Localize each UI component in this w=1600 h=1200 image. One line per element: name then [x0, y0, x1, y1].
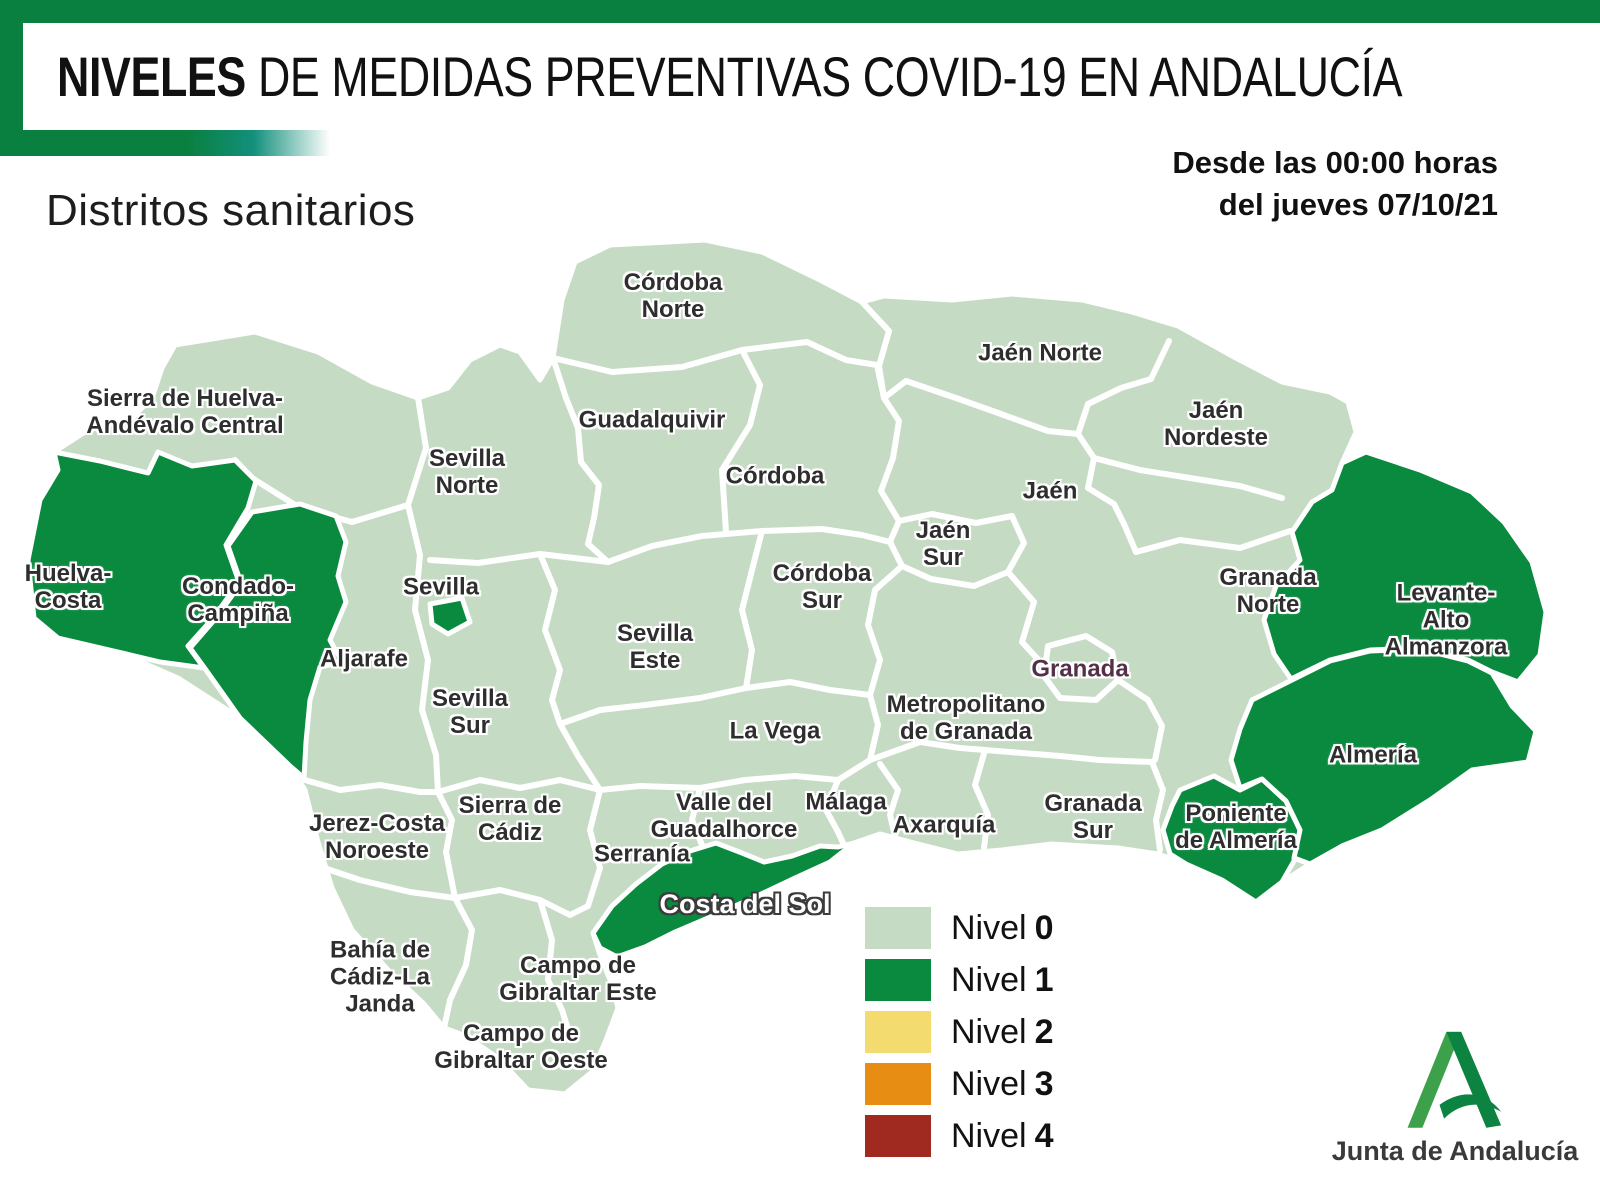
legend-label: Nivel 1 — [951, 960, 1054, 999]
legend-color-swatch — [865, 1063, 931, 1105]
nivel1-districts — [25, 449, 1549, 960]
map-district-sevilla-city — [427, 595, 473, 637]
legend-row: Nivel 3 — [865, 1058, 1054, 1110]
page-title: NIVELES DE MEDIDAS PREVENTIVAS COVID-19 … — [57, 44, 1403, 109]
map-district-condado-campina — [187, 501, 349, 781]
junta-de-andalucia-logo: Junta de Andalucía — [1330, 1025, 1580, 1167]
legend-row: Nivel 4 — [865, 1110, 1054, 1162]
header-gradient-bar — [23, 130, 343, 156]
legend-color-swatch — [865, 1115, 931, 1157]
legend-label: Nivel 3 — [951, 1064, 1054, 1103]
effective-date-line1: Desde las 00:00 horas — [1172, 145, 1498, 180]
map-district-levante-alto-almanzora — [1261, 449, 1549, 685]
legend-row: Nivel 2 — [865, 1006, 1054, 1058]
legend-row: Nivel 1 — [865, 954, 1054, 1006]
legend-label: Nivel 2 — [951, 1012, 1054, 1051]
header-top-strip — [0, 0, 1600, 23]
header-title-box: NIVELES DE MEDIDAS PREVENTIVAS COVID-19 … — [23, 23, 1600, 130]
page-title-strong: NIVELES — [57, 45, 246, 108]
district-borders — [232, 299, 1293, 1039]
effective-date-line2: del jueves 07/10/21 — [1218, 187, 1498, 222]
map-district-costa-del-sol — [590, 840, 857, 960]
subtitle: Distritos sanitarios — [46, 186, 416, 235]
junta-logo-a-icon — [1407, 1031, 1501, 1128]
page-title-rest: DE MEDIDAS PREVENTIVAS COVID-19 EN ANDAL… — [245, 45, 1403, 108]
legend-label: Nivel 0 — [951, 908, 1054, 947]
effective-date: Desde las 00:00 horas del jueves 07/10/2… — [1172, 142, 1498, 226]
legend-label: Nivel 4 — [951, 1116, 1054, 1155]
header-left-strip — [0, 0, 23, 156]
granada-city-ring — [1041, 633, 1121, 703]
legend-color-swatch — [865, 907, 931, 949]
legend-color-swatch — [865, 1011, 931, 1053]
junta-logo-text: Junta de Andalucía — [1331, 1136, 1579, 1166]
legend-color-swatch — [865, 959, 931, 1001]
legend: Nivel 0 Nivel 1 Nivel 2 Nivel 3 Nivel 4 — [865, 902, 1054, 1162]
legend-row: Nivel 0 — [865, 902, 1054, 954]
